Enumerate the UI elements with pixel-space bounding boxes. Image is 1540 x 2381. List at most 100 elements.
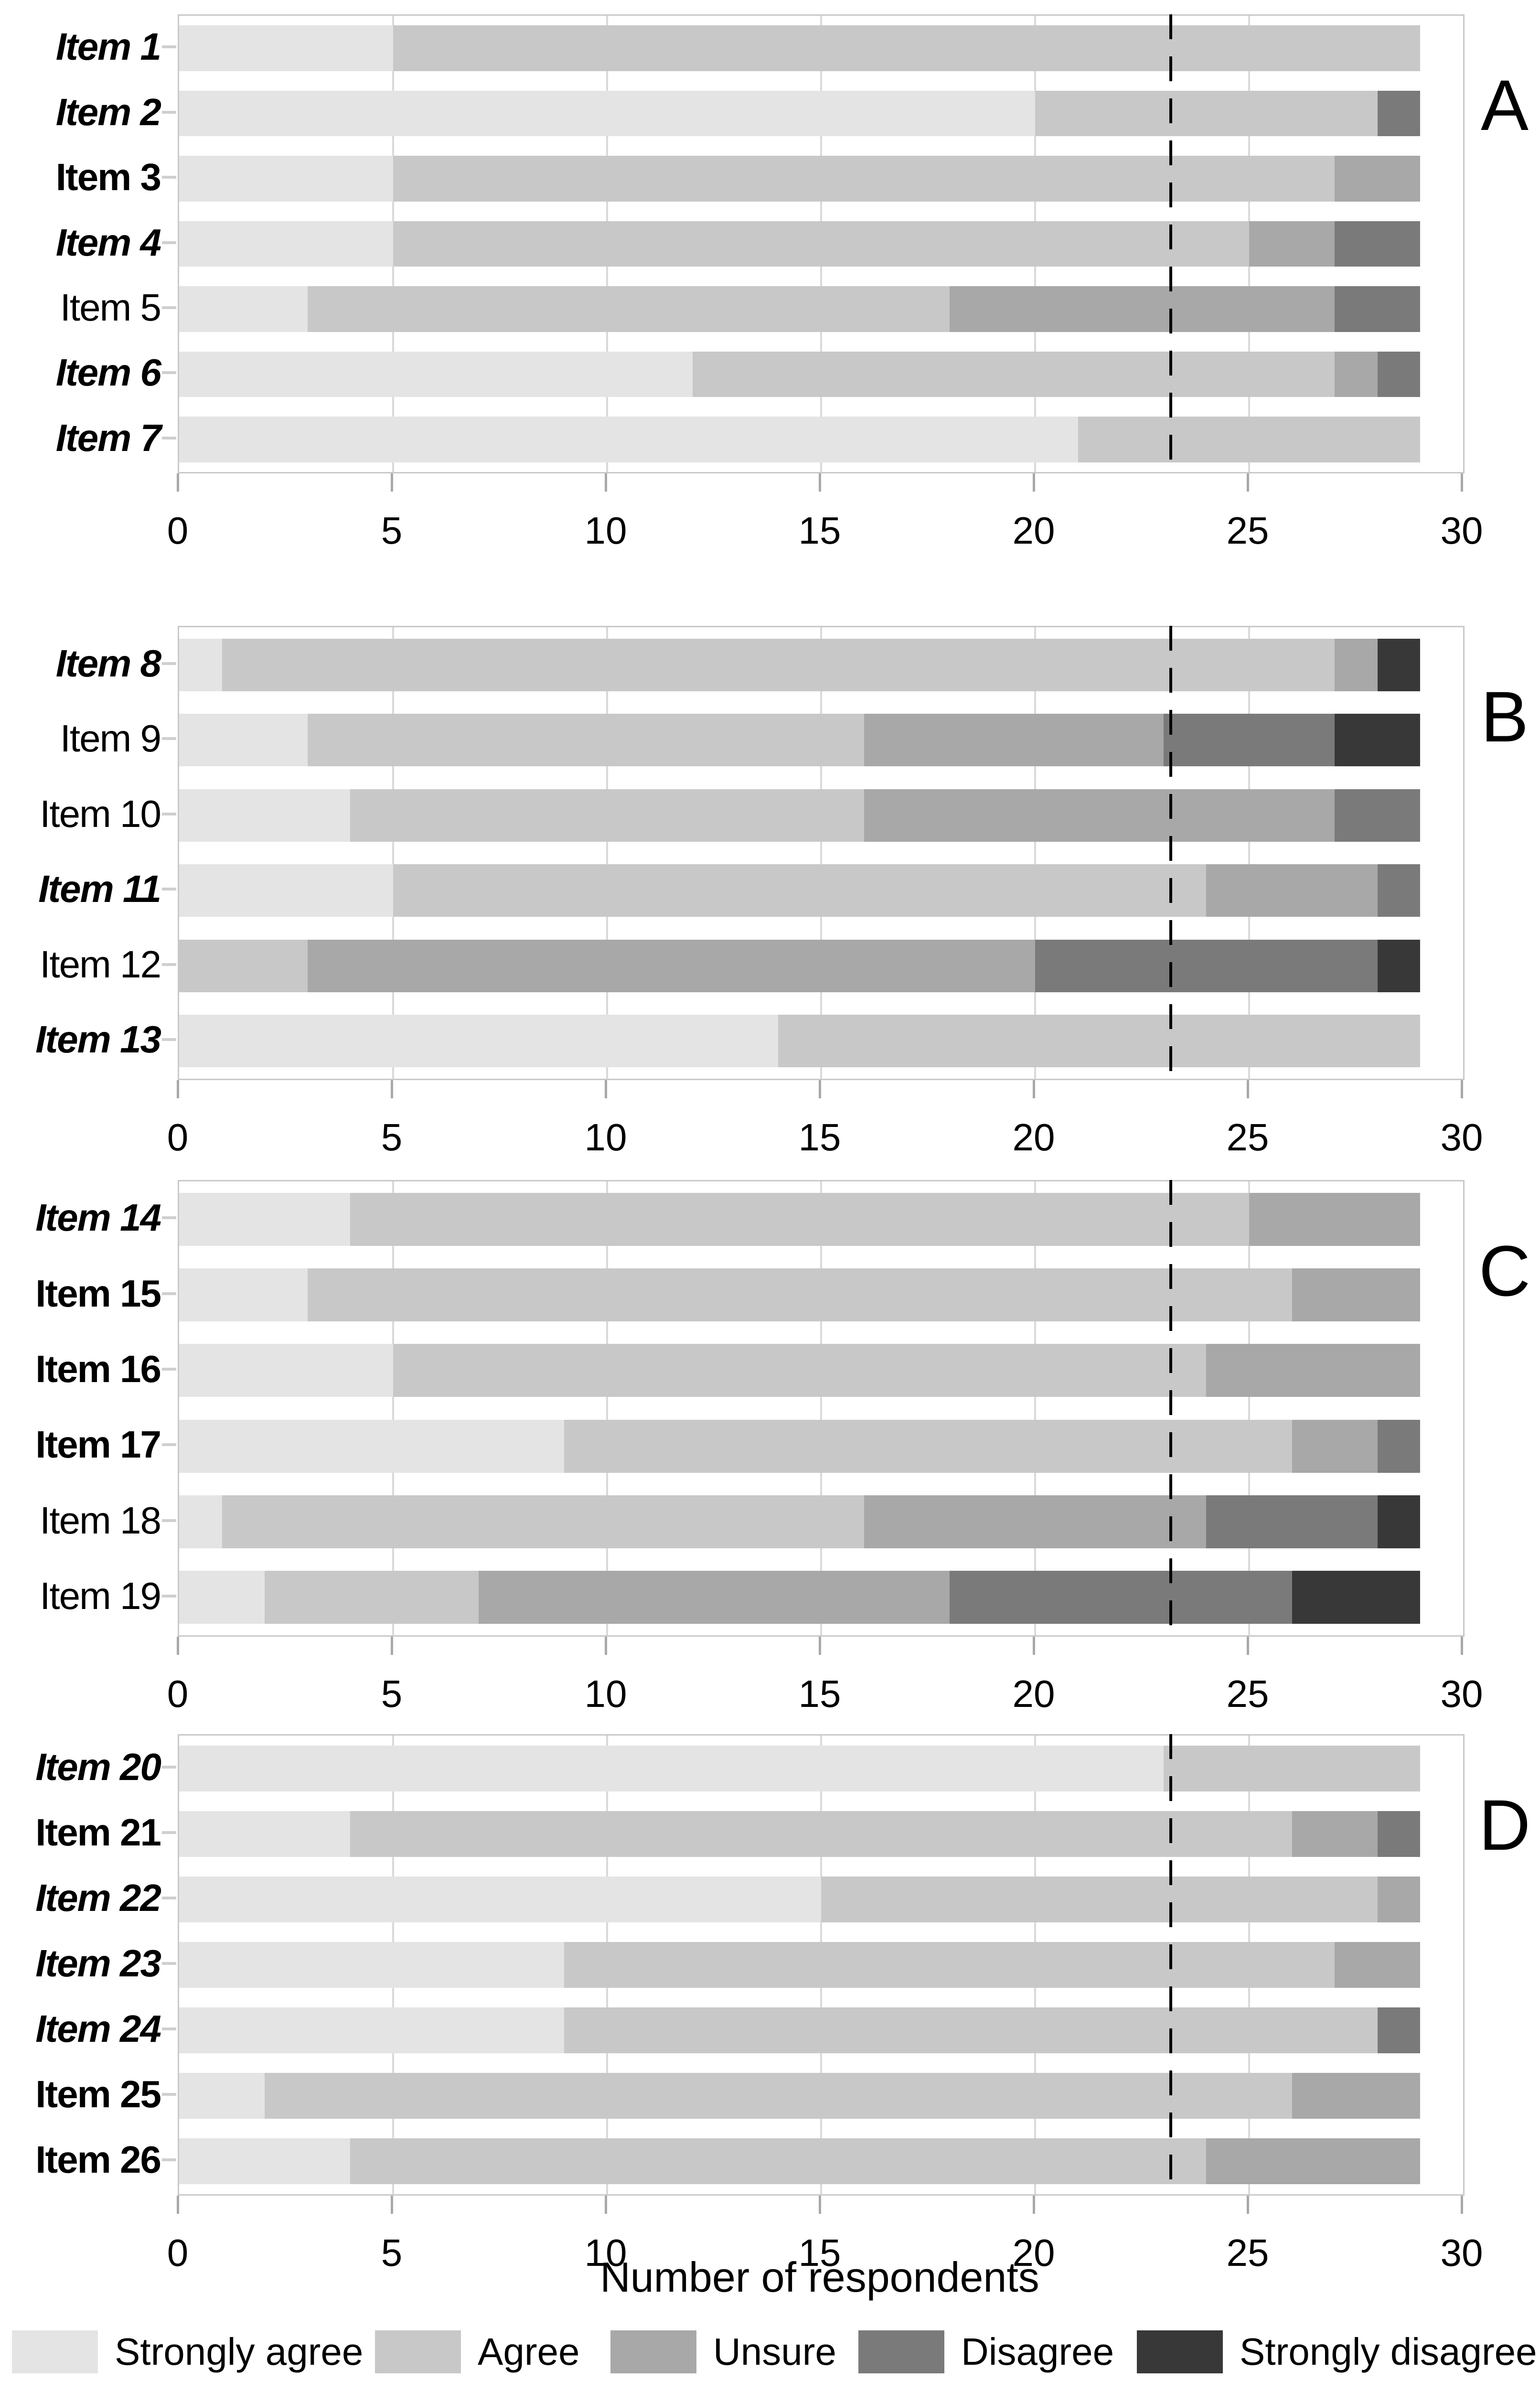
x-axis-tick: [1033, 2196, 1035, 2214]
gridline-x10: [606, 627, 608, 1079]
x-axis-tick: [391, 1080, 393, 1098]
x-axis-tick: [1247, 2196, 1249, 2214]
x-tick-label: 30: [1440, 1116, 1483, 1158]
bar-segment-agree: [307, 714, 864, 767]
bar-segment-unsure: [1206, 1344, 1421, 1397]
bar-segment-agree: [350, 2138, 1207, 2185]
bar-segment-strongly-agree: [179, 2138, 351, 2185]
category-tick: [162, 662, 176, 665]
bar-segment-agree: [222, 1495, 864, 1548]
bar-segment-agree: [693, 351, 1335, 397]
category-tick: [162, 371, 176, 375]
x-axis-tick: [605, 473, 607, 492]
item-label: Item 15: [35, 1272, 161, 1315]
bar-segment-agree: [778, 1015, 1421, 1068]
x-tick-label: 20: [1012, 509, 1055, 552]
bar-item-24: [179, 2007, 1463, 2054]
x-axis-tick: [605, 1637, 607, 1655]
gridline-x20: [1034, 627, 1036, 1079]
bar-segment-disagree: [949, 1571, 1292, 1624]
bar-item-7: [179, 417, 1463, 462]
bar-segment-agree: [222, 638, 1335, 691]
bar-segment-strongly-agree: [179, 1419, 565, 1473]
item-label: Item 9: [60, 717, 161, 760]
category-tick: [162, 737, 176, 740]
bar-segment-strongly-agree: [179, 789, 351, 842]
bar-segment-unsure: [1292, 1268, 1421, 1321]
bar-segment-unsure: [1335, 351, 1378, 397]
legend-swatch: [12, 2330, 98, 2373]
bar-segment-unsure: [1292, 2073, 1421, 2119]
legend-label: Strongly disagree: [1240, 2330, 1537, 2373]
bar-item-15: [179, 1268, 1463, 1321]
category-tick: [162, 1443, 176, 1447]
bar-segment-unsure: [1335, 1942, 1421, 1988]
plot-area-B: [178, 626, 1465, 1080]
bar-segment-strongly-agree: [179, 221, 393, 267]
reference-line: [1169, 1734, 1172, 2196]
x-tick-label: 0: [167, 1116, 189, 1158]
bar-segment-strongly-disagree: [1377, 1495, 1421, 1548]
bar-segment-agree: [265, 2073, 1292, 2119]
gridline-x5: [392, 627, 394, 1079]
bar-segment-agree: [1078, 417, 1421, 462]
bar-item-5: [179, 286, 1463, 332]
x-axis-tick: [1247, 1080, 1249, 1098]
x-tick-label: 15: [798, 2231, 841, 2274]
x-axis-tick: [177, 1637, 179, 1655]
item-label: Item 22: [35, 1876, 161, 1919]
bar-item-23: [179, 1942, 1463, 1988]
x-tick-label: 5: [381, 1673, 403, 1715]
bar-segment-disagree: [1377, 864, 1421, 917]
bar-segment-agree: [564, 2007, 1378, 2054]
x-tick-label: 30: [1440, 1673, 1483, 1715]
bar-segment-disagree: [1377, 1811, 1421, 1857]
x-tick-label: 20: [1012, 1673, 1055, 1715]
bar-segment-unsure: [1335, 638, 1378, 691]
bar-segment-strongly-agree: [179, 1192, 351, 1246]
gridline-x5: [392, 1181, 394, 1635]
x-tick-label: 20: [1012, 2231, 1055, 2274]
bar-item-17: [179, 1419, 1463, 1473]
reference-line: [1169, 1180, 1172, 1637]
bar-segment-strongly-agree: [179, 638, 222, 691]
bar-segment-disagree: [1335, 789, 1421, 842]
bar-segment-strongly-agree: [179, 1811, 351, 1857]
x-tick-label: 10: [584, 1116, 627, 1158]
bar-segment-agree: [1163, 1745, 1421, 1791]
category-tick: [162, 1519, 176, 1522]
bar-segment-disagree: [1163, 714, 1335, 767]
gridline-x20: [1034, 1181, 1036, 1635]
x-axis-tick: [177, 1080, 179, 1098]
x-tick-label: 0: [167, 1673, 189, 1715]
bar-segment-unsure: [1292, 1419, 1378, 1473]
bar-segment-agree: [564, 1419, 1292, 1473]
reference-line: [1169, 626, 1172, 1080]
bar-item-10: [179, 789, 1463, 842]
category-tick: [162, 2158, 176, 2162]
bar-segment-strongly-disagree: [1335, 714, 1421, 767]
bar-segment-strongly-agree: [179, 1344, 393, 1397]
item-label: Item 24: [35, 2007, 161, 2050]
bar-segment-strongly-agree: [179, 156, 393, 202]
plot-area-D: [178, 1734, 1465, 2196]
x-axis-tick: [819, 2196, 821, 2214]
bar-segment-disagree: [1377, 1419, 1421, 1473]
bar-segment-unsure: [864, 1495, 1207, 1548]
bar-item-14: [179, 1192, 1463, 1246]
bar-segment-unsure: [479, 1571, 950, 1624]
legend-swatch: [858, 2330, 944, 2373]
x-axis-tick: [819, 1637, 821, 1655]
x-tick-label: 5: [381, 1116, 403, 1158]
legend: Strongly agree Agree Unsure Disagree Strongl…: [0, 2326, 1540, 2381]
legend-label: Strongly agree: [115, 2330, 364, 2373]
bar-segment-agree: [393, 864, 1207, 917]
bar-segment-agree: [307, 286, 950, 332]
x-tick-label: 30: [1440, 509, 1483, 552]
item-label: Item 18: [40, 1499, 161, 1542]
x-axis-title: Number of respondents: [600, 2253, 1039, 2301]
bar-item-1: [179, 25, 1463, 71]
bar-segment-agree: [393, 1344, 1207, 1397]
category-tick: [162, 2093, 176, 2096]
